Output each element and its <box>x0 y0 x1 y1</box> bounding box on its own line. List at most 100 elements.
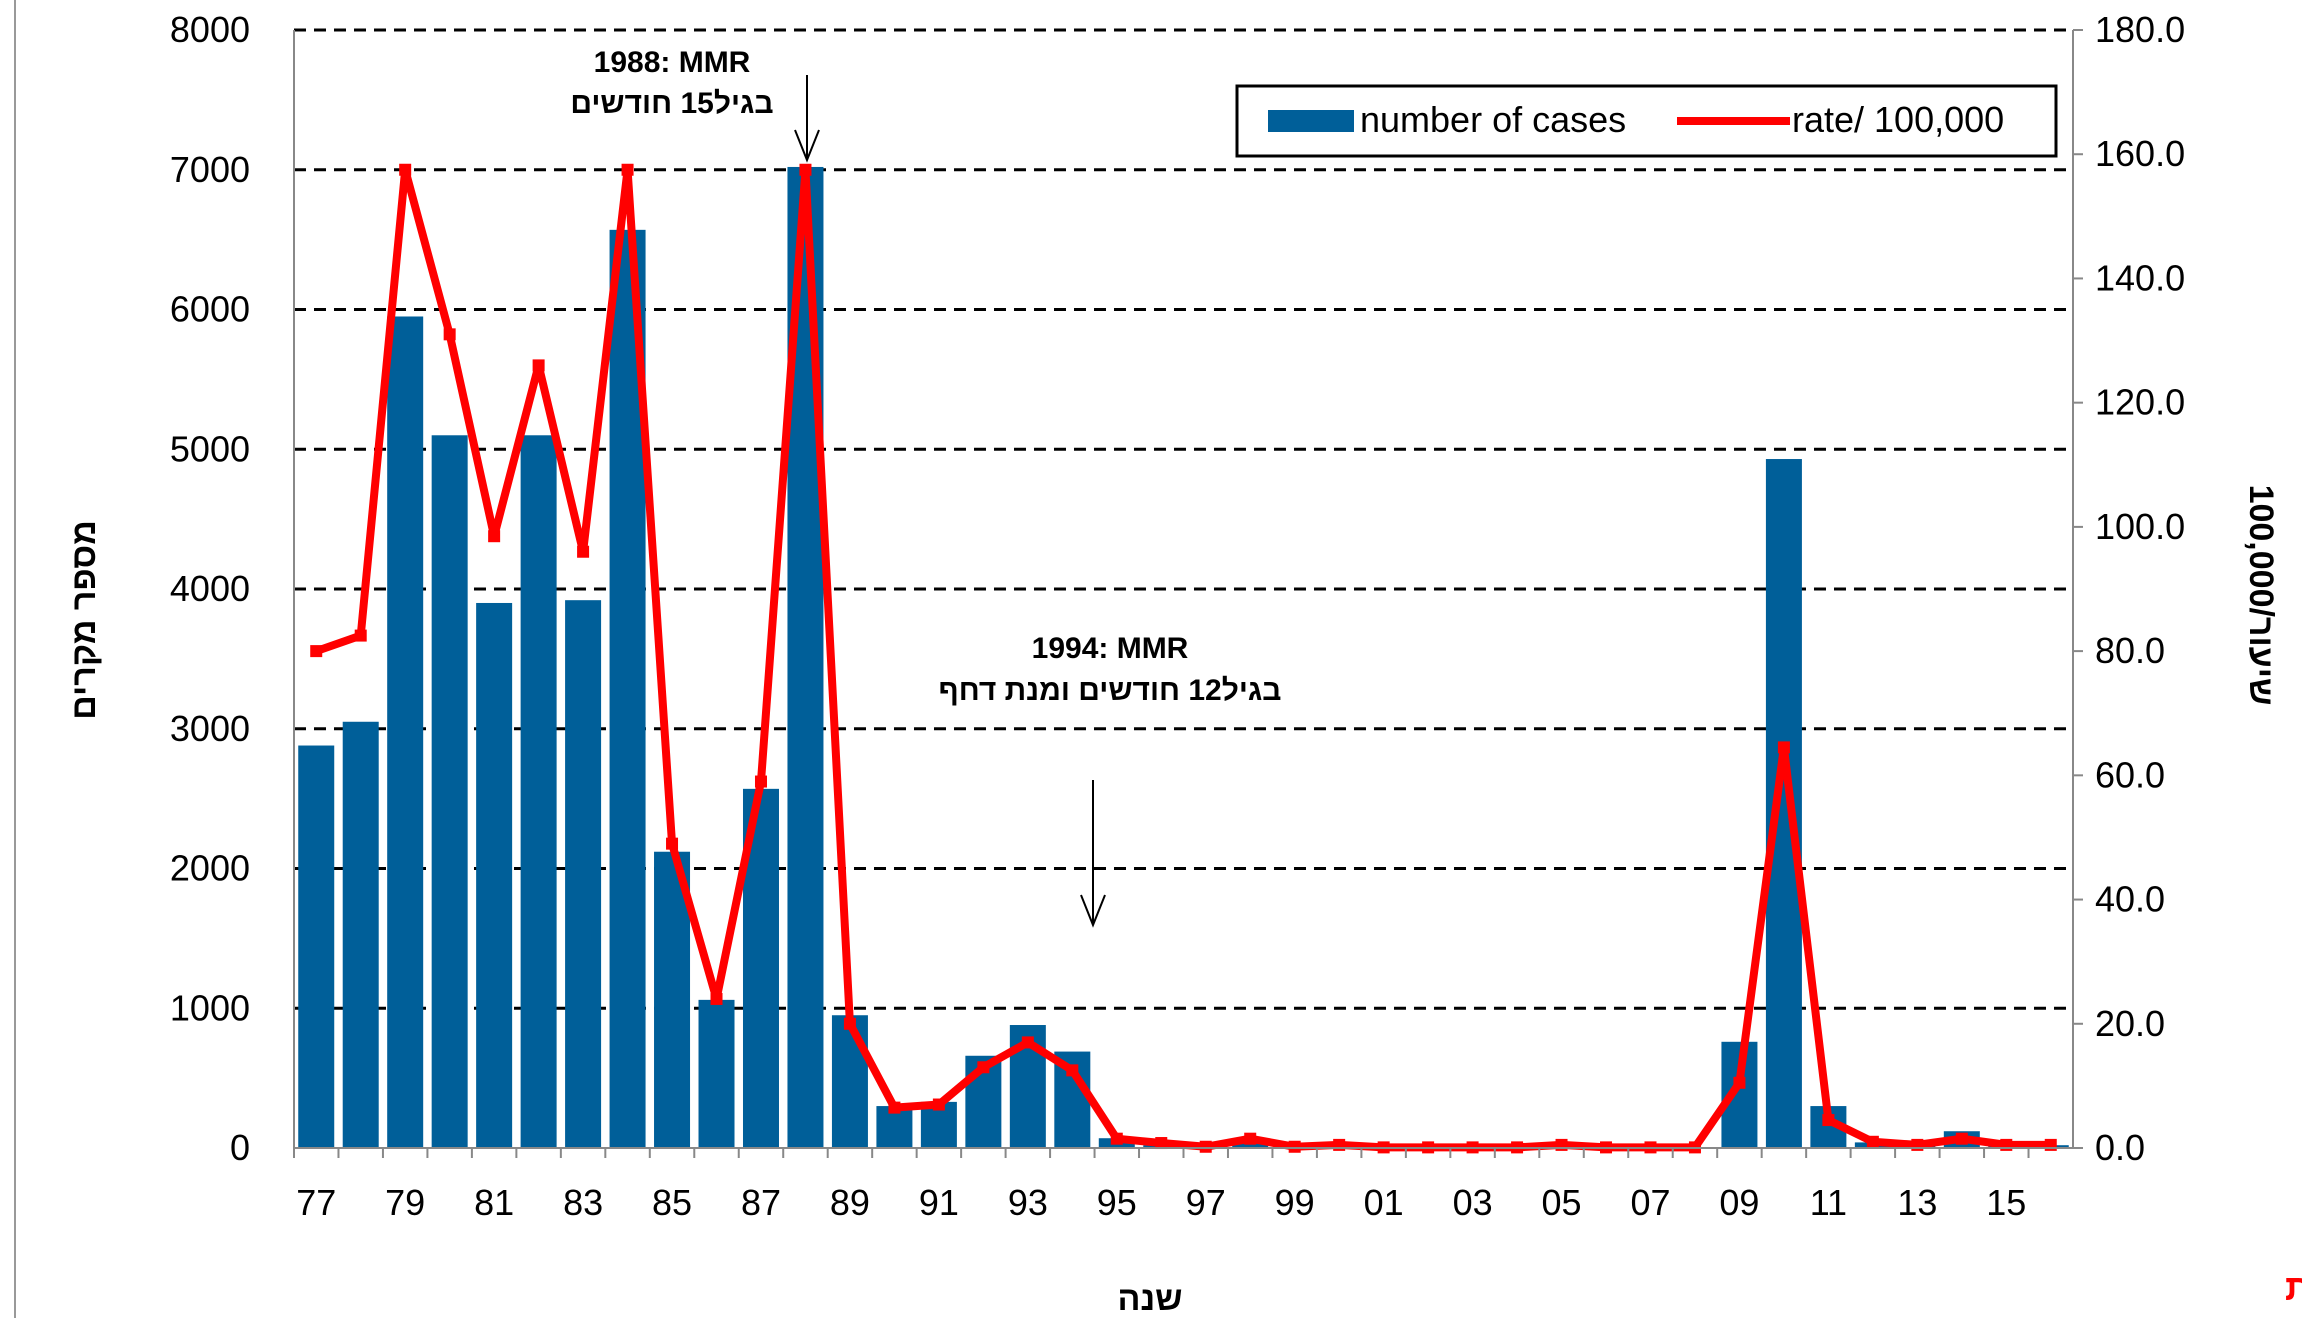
bar <box>431 435 468 1148</box>
y-left-tick-label: 4000 <box>170 568 250 609</box>
rate-point <box>488 530 501 543</box>
y-left-tick-label: 8000 <box>170 9 250 50</box>
bar <box>654 851 691 1148</box>
y-left-tick-label: 5000 <box>170 428 250 469</box>
x-tick-label: 81 <box>474 1182 514 1223</box>
y-left-tick-label: 6000 <box>170 289 250 330</box>
rate-point <box>1155 1137 1168 1150</box>
rate-point <box>1555 1138 1568 1151</box>
y-left-tick-label: 0 <box>230 1127 250 1168</box>
y-left-tick-label: 7000 <box>170 149 250 190</box>
rate-point <box>977 1061 990 1074</box>
rate-point <box>888 1101 901 1114</box>
x-tick-label: 87 <box>741 1182 781 1223</box>
bar <box>565 600 602 1148</box>
annotation-1994-line1: 1994: MMR <box>1032 632 1189 665</box>
rate-point <box>1955 1132 1968 1145</box>
annotation-1988: 1988: MMR בגיל15 חודשים <box>570 46 820 163</box>
x-tick-label: 01 <box>1364 1182 1404 1223</box>
x-tick-label: 93 <box>1008 1182 1048 1223</box>
legend-swatch-cases <box>1268 110 1354 132</box>
y-left-tick-label: 2000 <box>170 848 250 889</box>
source-credit: האגף לאפידמיולוגיה, משרד הבריאות <box>2285 1267 2302 1308</box>
annotation-1994: 1994: MMR בגיל12 חודשים ומנת דחף <box>938 632 1282 928</box>
rate-point <box>1911 1138 1924 1151</box>
bar <box>342 721 379 1148</box>
y-left-tick-label: 3000 <box>170 708 250 749</box>
y-right-tick-label: 20.0 <box>2095 1003 2165 1044</box>
rate-point <box>932 1098 945 1111</box>
rate-point <box>1110 1132 1123 1145</box>
bar <box>520 435 557 1148</box>
bar <box>387 316 424 1148</box>
bar <box>1232 1142 1269 1148</box>
x-tick-label: 13 <box>1897 1182 1937 1223</box>
rate-point <box>1333 1138 1346 1151</box>
rate-point <box>2000 1138 2013 1151</box>
annotation-1988-line1: 1988: MMR <box>594 46 751 79</box>
annotation-1988-line2: בגיל15 חודשים <box>570 87 773 120</box>
x-tick-label: 05 <box>1542 1182 1582 1223</box>
x-tick-label: 83 <box>563 1182 603 1223</box>
rate-point <box>799 163 812 176</box>
y-axis-left-title: מספר מקרים <box>65 520 103 720</box>
x-tick-label: 03 <box>1453 1182 1493 1223</box>
axes: 0 1000 2000 3000 4000 5000 6000 7000 8000 0.0 20.0… <box>170 9 2185 1223</box>
bar <box>831 1015 868 1148</box>
rate-point <box>1244 1132 1257 1145</box>
x-tick-label: 07 <box>1630 1182 1670 1223</box>
rate-point <box>710 992 723 1005</box>
rate-point <box>1866 1135 1879 1148</box>
y-right-tick-label: 0.0 <box>2095 1127 2145 1168</box>
y-right-tick-label: 40.0 <box>2095 879 2165 920</box>
y-left-tick-label: 1000 <box>170 987 250 1028</box>
annotation-1994-arrowhead <box>1080 894 1106 928</box>
y-right-tick-label: 80.0 <box>2095 630 2165 671</box>
annotation-1988-arrowhead <box>794 129 820 163</box>
rate-point <box>621 163 634 176</box>
rate-point <box>1199 1140 1212 1153</box>
bar <box>1765 459 1802 1149</box>
rate-point <box>354 629 367 642</box>
rate-point <box>1021 1036 1034 1049</box>
rate-point <box>843 1017 856 1030</box>
legend-label-cases: number of cases <box>1360 99 1626 140</box>
bar-series-number-of-cases <box>298 166 2069 1149</box>
rate-point <box>1733 1076 1746 1089</box>
legend: number of cases rate/ 100,000 <box>1235 84 2058 158</box>
y-right-tick-label: 140.0 <box>2095 257 2185 298</box>
x-tick-label: 09 <box>1719 1182 1759 1223</box>
rate-point <box>754 775 767 788</box>
rate-point <box>577 545 590 558</box>
x-tick-label: 91 <box>919 1182 959 1223</box>
rate-point <box>1777 741 1790 754</box>
y-right-tick-label: 60.0 <box>2095 754 2165 795</box>
rate-point <box>1288 1140 1301 1153</box>
rate-point <box>666 837 679 850</box>
rate-point <box>532 359 545 372</box>
x-tick-label: 97 <box>1186 1182 1226 1223</box>
rate-point <box>2044 1138 2057 1151</box>
rate-point <box>1066 1064 1079 1077</box>
x-tick-label: 11 <box>1810 1182 1847 1223</box>
x-tick-label: 79 <box>385 1182 425 1223</box>
x-tick-label: 99 <box>1275 1182 1315 1223</box>
y-right-tick-label: 120.0 <box>2095 382 2185 423</box>
rate-point <box>310 645 323 658</box>
rate-point <box>443 328 456 341</box>
x-tick-label: 85 <box>652 1182 692 1223</box>
x-axis-title: שנה <box>1117 1280 1182 1318</box>
y-right-tick-label: 160.0 <box>2095 133 2185 174</box>
legend-label-rate: rate/ 100,000 <box>1792 99 2004 140</box>
bar <box>698 999 735 1148</box>
bar <box>298 745 335 1148</box>
x-tick-label: 89 <box>830 1182 870 1223</box>
bar <box>476 602 513 1148</box>
gridlines <box>294 28 2073 1010</box>
y-right-tick-label: 180.0 <box>2095 9 2185 50</box>
x-tick-label: 15 <box>1986 1182 2026 1223</box>
x-tick-label: 95 <box>1097 1182 1137 1223</box>
annotation-1994-line2: בגיל12 חודשים ומנת דחף <box>938 674 1281 707</box>
rate-line <box>314 165 2051 1152</box>
